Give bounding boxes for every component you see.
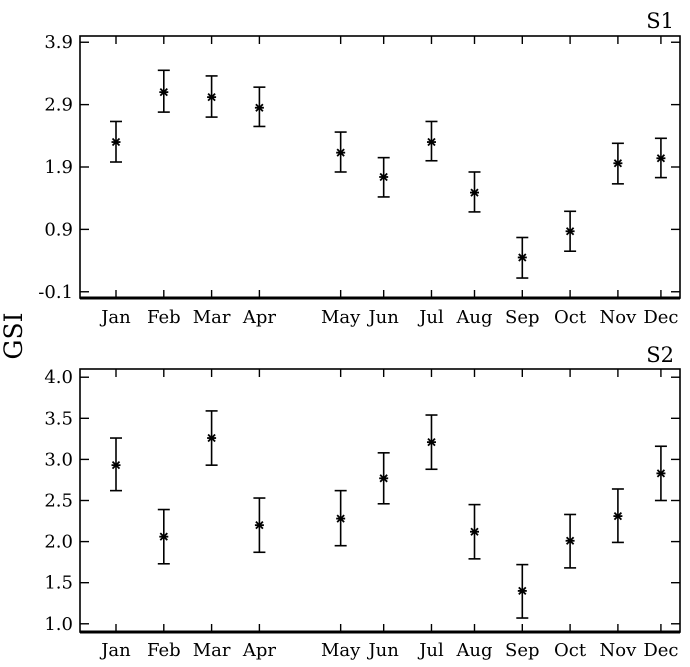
x-tick-label: Aug (455, 640, 492, 661)
y-tick-label: 1.0 (44, 614, 73, 635)
data-point (517, 586, 527, 596)
x-tick-label: Jul (417, 307, 444, 328)
data-point (426, 438, 436, 447)
data-point (111, 137, 121, 147)
x-tick-label: Jul (417, 640, 444, 661)
x-tick-label: Jan (99, 307, 131, 328)
data-point (207, 92, 217, 102)
data-point (336, 148, 346, 157)
data-point (207, 433, 217, 443)
data-point (111, 461, 121, 470)
data-point (565, 227, 575, 236)
x-tick-label: Mar (193, 307, 231, 328)
data-point (159, 88, 169, 97)
x-tick-label: Jun (366, 307, 399, 328)
x-tick-label: Mar (193, 640, 231, 661)
x-tick-label: Oct (554, 640, 587, 661)
data-point (426, 137, 436, 147)
y-tick-label: 3.9 (44, 32, 73, 53)
y-tick-label: 1.5 (44, 573, 73, 594)
data-point (336, 514, 346, 523)
x-tick-label: Aug (455, 307, 492, 328)
data-point (254, 521, 264, 530)
data-point (379, 172, 389, 182)
x-tick-label: Jun (366, 640, 399, 661)
y-tick-label: 2.0 (44, 532, 73, 553)
x-tick-label: Oct (554, 307, 587, 328)
data-point (470, 188, 479, 197)
x-tick-label: Apr (242, 640, 277, 661)
x-tick-label: May (321, 640, 361, 661)
y-tick-label: 0.9 (44, 219, 73, 240)
y-tick-label: 2.9 (44, 95, 73, 116)
plot-frame (79, 368, 681, 633)
x-tick-label: Jan (99, 640, 131, 661)
data-point (517, 253, 527, 262)
data-point (613, 511, 623, 521)
plot-frame (79, 35, 681, 299)
y-axis-label: GSI (0, 313, 28, 360)
x-tick-label: Dec (643, 307, 678, 328)
data-point (254, 103, 264, 112)
x-tick-label: Dec (643, 640, 678, 661)
data-point (379, 474, 389, 483)
data-point (656, 154, 666, 163)
y-tick-label: 1.9 (44, 157, 73, 178)
data-point (613, 159, 623, 168)
y-tick-label: 3.5 (44, 408, 73, 429)
data-point (470, 527, 479, 536)
x-tick-label: Nov (600, 307, 638, 328)
x-tick-label: Feb (147, 640, 181, 661)
x-tick-label: Apr (242, 307, 277, 328)
x-tick-label: Feb (147, 307, 181, 328)
data-point (656, 469, 666, 478)
y-tick-label: 2.5 (44, 491, 73, 512)
y-tick-label: 4.0 (44, 367, 73, 388)
x-tick-label: May (321, 307, 361, 328)
data-point (159, 532, 169, 541)
panel-s1: S1 -0.1 0.9 1.9 2.9 3.9 Jan Feb Mar Apr May Jun Jul A… (38, 9, 681, 328)
panel-label: S2 (646, 343, 674, 367)
data-point (565, 536, 575, 545)
x-tick-label: Sep (505, 307, 540, 328)
y-tick-label: -0.1 (38, 282, 73, 303)
panel-label: S1 (646, 9, 674, 33)
x-tick-label: Sep (505, 640, 540, 661)
y-tick-label: 3.0 (44, 449, 73, 470)
x-tick-label: Nov (600, 640, 638, 661)
